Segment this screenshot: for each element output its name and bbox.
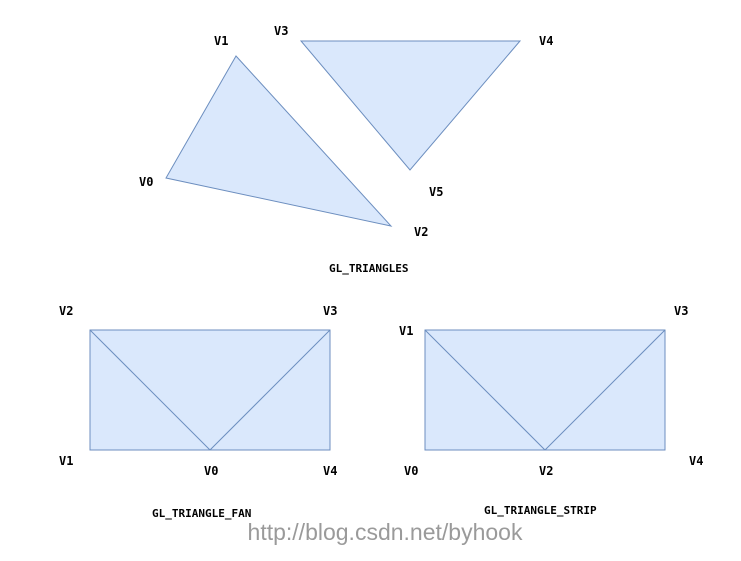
watermark-url: http://blog.csdn.net/byhook <box>248 519 523 545</box>
triangle-v0-v1-v2 <box>165 55 393 227</box>
vertex-label-v1: V1 <box>399 324 413 338</box>
vertex-label-v3: V3 <box>323 304 337 318</box>
fan-diagram: V2 V3 V1 V0 V4 GL_TRIANGLE_FAN <box>59 304 337 520</box>
triangle-v3-v4-v5 <box>299 40 522 171</box>
strip-diagram: V1 V3 V0 V2 V4 GL_TRIANGLE_STRIP <box>399 304 703 517</box>
strip-edge-v3-v2 <box>544 329 666 451</box>
vertex-label-v0: V0 <box>404 464 418 478</box>
fan-rectangle <box>89 329 331 451</box>
strip-caption: GL_TRIANGLE_STRIP <box>484 504 597 517</box>
strip-edge-v1-v2 <box>424 329 546 451</box>
vertex-label-v4: V4 <box>539 34 553 48</box>
vertex-label-v1: V1 <box>59 454 73 468</box>
vertex-label-v2: V2 <box>539 464 553 478</box>
vertex-label-v0: V0 <box>204 464 218 478</box>
vertex-label-v2: V2 <box>59 304 73 318</box>
vertex-label-v0: V0 <box>139 175 153 189</box>
strip-rectangle <box>424 329 666 451</box>
fan-edge-v2-v0 <box>89 329 211 451</box>
vertex-label-v4: V4 <box>689 454 703 468</box>
triangles-diagram: V1 V0 V2 V3 V4 V5 GL_TRIANGLES <box>139 24 553 275</box>
vertex-label-v3: V3 <box>674 304 688 318</box>
vertex-label-v4: V4 <box>323 464 337 478</box>
fan-caption: GL_TRIANGLE_FAN <box>152 507 251 520</box>
vertex-label-v3: V3 <box>274 24 288 38</box>
triangles-caption: GL_TRIANGLES <box>329 262 408 275</box>
vertex-label-v2: V2 <box>414 225 428 239</box>
fan-edge-v3-v0 <box>209 329 331 451</box>
vertex-label-v5: V5 <box>429 185 443 199</box>
vertex-label-v1: V1 <box>214 34 228 48</box>
